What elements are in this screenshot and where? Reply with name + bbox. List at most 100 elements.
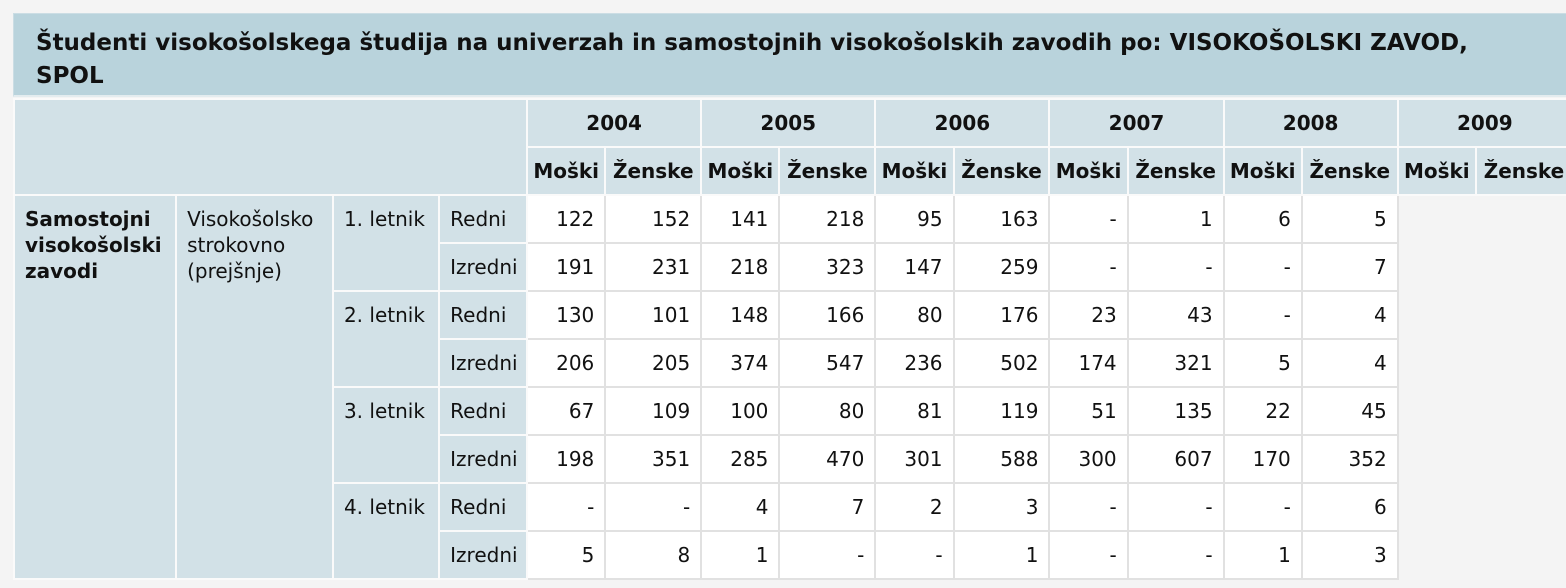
data-cell: 6 (1222, 194, 1303, 244)
data-cell: 163 (952, 194, 1051, 244)
data-cell: 148 (700, 290, 781, 340)
table-row: 3. letnik Redni 67 109 100 80 81 119 51 135 22 45 (14, 386, 1566, 484)
data-cell: 81 (874, 386, 955, 436)
data-cell: 321 (1126, 338, 1225, 388)
data-cell: - (1048, 530, 1129, 580)
data-cell: 218 (778, 194, 877, 244)
table-row: Izredni 191 231 218 323 147 259- - -7 (14, 242, 1566, 292)
sex-header: Ženske (952, 146, 1051, 196)
table-row: Izredni 5 8 1- -1- -1 3 (14, 530, 1566, 580)
data-cell: 205 (604, 338, 703, 388)
table-row: Izredni 198 351 285 470 301 588 300 607 170 352 (14, 434, 1566, 484)
data-cell: 80 (778, 386, 877, 436)
data-cell: 351 (604, 434, 703, 484)
year-header: 2005 (700, 98, 877, 148)
data-cell: 4 (1300, 338, 1399, 388)
data-cell: 607 (1126, 434, 1225, 484)
data-cell: 152 (604, 194, 703, 244)
data-cell: 147 (874, 242, 955, 292)
study-mode-label: Redni (438, 290, 529, 340)
institution-label: Samostojni visokošolski zavodi (13, 194, 178, 580)
data-cell: 3 (952, 482, 1051, 532)
sex-header: Moški (874, 146, 955, 196)
data-cell: 285 (700, 434, 781, 484)
study-mode-label: Redni (438, 194, 529, 244)
sex-header: Moški (1396, 146, 1477, 196)
table-row: 2. letnik Redni 130 101 148 166 80 176 23 43-4 (14, 290, 1566, 388)
table-title: Študenti visokošolskega študija na unive… (36, 30, 1468, 89)
data-cell: 502 (952, 338, 1051, 388)
sex-header: Moški (1048, 146, 1129, 196)
data-cell: 259 (952, 242, 1051, 292)
data-cell: 5 (526, 530, 607, 580)
data-cell: 100 (700, 386, 781, 436)
sex-header: Ženske (1126, 146, 1225, 196)
data-cell: - (1126, 242, 1225, 292)
data-cell: 95 (874, 194, 955, 244)
year-header: 2004 (526, 98, 703, 148)
data-cell: 352 (1300, 434, 1399, 484)
data-cell: - (1126, 482, 1225, 532)
study-mode-label: Izredni (438, 434, 529, 484)
sex-header-row: Moški Ženske Moški Ženske Moški Ženske Moški Že… (14, 146, 1566, 196)
data-cell: 119 (952, 386, 1051, 436)
data-cell: 1 (700, 530, 781, 580)
table-body: Samostojni visokošolski zavodi Visokošols… (13, 194, 1566, 580)
data-cell: 101 (604, 290, 703, 340)
data-cell: - (604, 482, 703, 532)
data-cell: 198 (526, 434, 607, 484)
data-cell: - (778, 530, 877, 580)
data-cell: 45 (1300, 386, 1399, 436)
program-label: Visokošolsko strokovno (prejšnje) (175, 194, 334, 580)
data-cell: 80 (874, 290, 955, 340)
study-mode-label: Izredni (438, 242, 529, 292)
table-row: Izredni 206 205 374 547 236 502 174 321 5 4 (14, 338, 1566, 388)
sex-header: Moški (700, 146, 781, 196)
data-cell: 374 (700, 338, 781, 388)
data-cell: 5 (1300, 194, 1399, 244)
data-cell: 1 (1126, 194, 1225, 244)
data-cell: 8 (604, 530, 703, 580)
year-header: 2008 (1222, 98, 1399, 148)
data-cell: - (1048, 242, 1129, 292)
study-year-label: 1. letnik (331, 194, 441, 292)
data-cell: - (1222, 290, 1303, 340)
study-year-label: 2. letnik (331, 290, 441, 388)
year-header: 2006 (874, 98, 1051, 148)
study-year-label: 3. letnik (331, 386, 441, 484)
data-cell: 22 (1222, 386, 1303, 436)
data-cell: 470 (778, 434, 877, 484)
data-cell: 174 (1048, 338, 1129, 388)
study-mode-label: Izredni (438, 338, 529, 388)
data-cell: 4 (1300, 290, 1399, 340)
data-cell: 135 (1126, 386, 1225, 436)
data-cell: 206 (526, 338, 607, 388)
sex-header: Moški (526, 146, 607, 196)
data-cell: - (1222, 242, 1303, 292)
data-cell: 588 (952, 434, 1051, 484)
data-cell: 67 (526, 386, 607, 436)
header-corner (13, 98, 529, 196)
study-mode-label: Redni (438, 482, 529, 532)
table-viewport[interactable]: 2004 2005 2006 2007 2008 2009 Moški Ženske Mošk… (13, 98, 1566, 588)
data-cell: 2 (874, 482, 955, 532)
sex-header: Ženske (1300, 146, 1399, 196)
sex-header: Ženske (1474, 146, 1566, 196)
data-cell: 236 (874, 338, 955, 388)
data-cell: 547 (778, 338, 877, 388)
data-cell: 7 (778, 482, 877, 532)
study-mode-label: Izredni (438, 530, 529, 580)
data-cell: 3 (1300, 530, 1399, 580)
data-cell: 170 (1222, 434, 1303, 484)
data-cell: 176 (952, 290, 1051, 340)
data-cell: 218 (700, 242, 781, 292)
data-cell: 5 (1222, 338, 1303, 388)
data-cell: 7 (1300, 242, 1399, 292)
study-mode-label: Redni (438, 386, 529, 436)
statistics-table: 2004 2005 2006 2007 2008 2009 Moški Ženske Mošk… (13, 98, 1566, 580)
year-header: 2009 (1396, 98, 1566, 148)
data-cell: 1 (952, 530, 1051, 580)
year-header-row: 2004 2005 2006 2007 2008 2009 (13, 98, 1566, 196)
table-row: 4. letnik Redni - -4 7 2 3- - -6 (14, 482, 1566, 580)
data-cell: - (1222, 482, 1303, 532)
